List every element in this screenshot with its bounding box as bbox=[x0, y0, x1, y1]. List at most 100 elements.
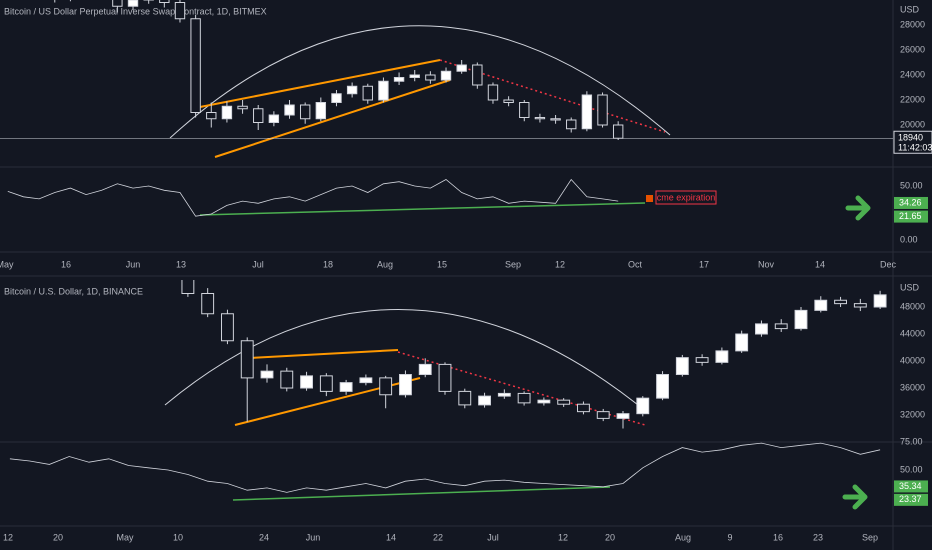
candle-body bbox=[517, 392, 531, 404]
x-tick-label: 23 bbox=[813, 532, 823, 542]
candle-body bbox=[814, 299, 828, 311]
y-tick-label: 36000 bbox=[900, 382, 925, 392]
candle-body bbox=[566, 119, 577, 130]
y-tick-label: 40000 bbox=[900, 355, 925, 365]
candle-body bbox=[557, 399, 571, 405]
candle-body bbox=[487, 84, 499, 101]
countdown: 11:42:03 bbox=[898, 143, 932, 153]
y-tick-label: 44000 bbox=[900, 328, 925, 338]
candle-body bbox=[359, 377, 373, 384]
candle-body bbox=[127, 0, 139, 7]
candle-body bbox=[346, 85, 358, 95]
candle-body bbox=[853, 303, 867, 308]
y-tick-label: 20000 bbox=[900, 119, 925, 129]
y-tick-label: 32000 bbox=[900, 409, 925, 419]
arc bbox=[169, 25, 671, 139]
channel-line bbox=[214, 79, 451, 158]
candle-body bbox=[458, 390, 472, 406]
rsi-value-box bbox=[894, 210, 928, 223]
candle-body bbox=[237, 105, 248, 110]
candle-body bbox=[319, 375, 333, 392]
candle-body bbox=[597, 94, 608, 126]
drawings bbox=[164, 25, 871, 510]
annotation-box bbox=[655, 190, 717, 205]
rsi-value-box bbox=[894, 493, 928, 506]
candles bbox=[54, 0, 624, 140]
candle-body bbox=[656, 374, 669, 399]
x-tick-label: May bbox=[116, 532, 134, 542]
x-tick-label: 22 bbox=[433, 532, 443, 542]
channel-line bbox=[199, 59, 441, 108]
annotation-text: cme expiration bbox=[657, 192, 716, 202]
chart-title: Bitcoin / U.S. Dollar, 1D, BINANCE bbox=[4, 286, 143, 296]
candle-body bbox=[378, 80, 389, 101]
x-tick-label: 15 bbox=[437, 259, 447, 269]
price-box bbox=[893, 130, 932, 154]
x-tick-label: Dec bbox=[880, 259, 897, 269]
x-tick-label: 18 bbox=[323, 259, 333, 269]
y-tick-label: 28000 bbox=[900, 19, 925, 29]
rsi-value: 23.37 bbox=[899, 494, 922, 504]
x-tick-label: 20 bbox=[53, 532, 63, 542]
candle-body bbox=[300, 375, 313, 389]
x-tick-label: Sep bbox=[505, 259, 521, 269]
candle-body bbox=[418, 363, 432, 376]
currency-label: USD bbox=[900, 4, 920, 14]
candle-body bbox=[537, 399, 551, 404]
x-tick-label: Oct bbox=[628, 259, 643, 269]
trend-line bbox=[439, 59, 666, 133]
rsi-value: 21.65 bbox=[899, 211, 922, 221]
x-tick-label: 13 bbox=[176, 259, 186, 269]
candle-body bbox=[715, 350, 729, 363]
candle-body bbox=[221, 313, 234, 342]
candle-body bbox=[280, 370, 294, 389]
x-tick-label: Aug bbox=[675, 532, 691, 542]
candle-body bbox=[393, 77, 405, 82]
y-tick-label: 26000 bbox=[900, 44, 925, 54]
candle-body bbox=[472, 64, 483, 86]
rsi-tick-label: 50.00 bbox=[900, 464, 923, 474]
candle-body bbox=[112, 0, 123, 7]
x-tick-label: Nov bbox=[758, 259, 775, 269]
candle-body bbox=[315, 102, 327, 120]
candle-body bbox=[438, 363, 452, 392]
candle-body bbox=[221, 105, 233, 120]
candle-body bbox=[581, 94, 593, 130]
y-tick-label: 24000 bbox=[900, 69, 925, 79]
x-tick-label: 10 bbox=[173, 532, 183, 542]
x-tick-label: 17 bbox=[699, 259, 709, 269]
rsi-value: 35.34 bbox=[899, 481, 922, 491]
candle-body bbox=[478, 395, 491, 406]
x-tick-label: 14 bbox=[815, 259, 825, 269]
marker bbox=[646, 195, 653, 202]
candle-body bbox=[440, 70, 452, 81]
x-tick-label: 9 bbox=[727, 532, 732, 542]
candle-body bbox=[550, 118, 561, 121]
x-tick-label: 16 bbox=[773, 532, 783, 542]
x-tick-label: 24 bbox=[259, 532, 269, 542]
candle-body bbox=[735, 333, 749, 352]
candles bbox=[181, 280, 887, 429]
candle-body bbox=[190, 18, 201, 113]
candle-body bbox=[206, 112, 217, 120]
x-tick-label: 12 bbox=[3, 532, 13, 542]
x-tick-label: 16 bbox=[61, 259, 71, 269]
candle-body bbox=[339, 382, 353, 392]
last-price: 18940 bbox=[898, 133, 923, 143]
rsi-tick-label: 0.00 bbox=[900, 234, 918, 244]
rsi-value: 34.26 bbox=[899, 197, 922, 207]
rsi-tick-label: 75.00 bbox=[900, 436, 923, 446]
rsi-value-box bbox=[894, 196, 928, 209]
candle-body bbox=[612, 124, 624, 139]
candle-body bbox=[362, 85, 373, 101]
candle-body bbox=[755, 323, 768, 335]
divergence-line bbox=[232, 486, 611, 501]
candle-body bbox=[299, 104, 311, 120]
candle-body bbox=[873, 294, 887, 308]
x-tick-label: Jul bbox=[487, 532, 499, 542]
x-tick-label: May bbox=[0, 259, 14, 269]
x-tick-label: Jul bbox=[252, 259, 264, 269]
candle-body bbox=[240, 340, 254, 379]
currency-label: USD bbox=[900, 282, 920, 292]
divergence-line bbox=[199, 202, 646, 216]
